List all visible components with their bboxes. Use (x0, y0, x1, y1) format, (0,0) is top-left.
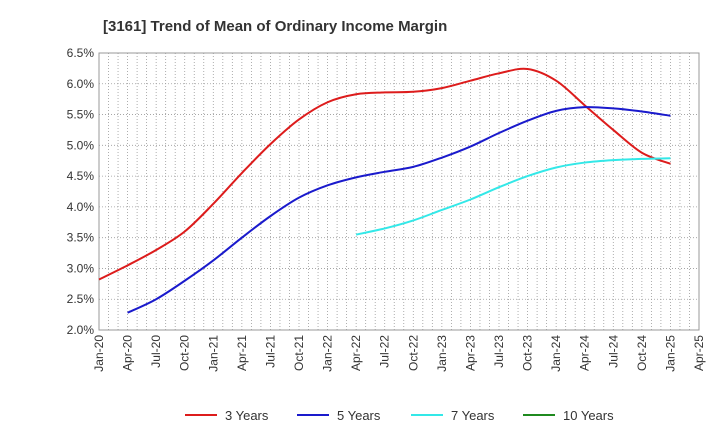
y-tick-label: 3.0% (67, 261, 95, 275)
x-tick-label: Oct-20 (178, 335, 192, 371)
grid (98, 52, 700, 331)
y-tick-label: 6.0% (67, 77, 95, 91)
legend-label: 5 Years (337, 408, 381, 423)
legend: 3 Years 5 Years 7 Years 10 Years (185, 408, 614, 423)
series-line-5-years (127, 106, 671, 314)
legend-label: 10 Years (563, 408, 614, 423)
chart-title: [3161] Trend of Mean of Ordinary Income … (103, 18, 447, 35)
x-tick-label: Jul-22 (378, 335, 392, 368)
x-tick-label: Jul-23 (492, 335, 506, 368)
y-tick-label: 5.5% (67, 108, 95, 122)
legend-label: 3 Years (225, 408, 269, 423)
y-tick-label: 2.0% (67, 323, 95, 337)
x-tick-label: Oct-23 (521, 335, 535, 371)
series-lines (98, 67, 671, 314)
x-tick-label: Jan-20 (92, 335, 106, 372)
x-tick-label: Oct-22 (406, 335, 420, 371)
x-tick-label: Jul-24 (606, 335, 620, 368)
y-tick-label: 2.5% (67, 292, 95, 306)
x-tick-label: Apr-22 (349, 335, 363, 371)
series-line-7-years (355, 157, 671, 236)
y-axis: 2.0% 2.5% 3.0% 3.5% 4.0% 4.5% 5.0% 5.5% 6.0% 6.5% (67, 46, 95, 337)
x-tick-label: Oct-24 (635, 335, 649, 371)
y-tick-label: 4.0% (67, 200, 95, 214)
x-tick-label: Jan-24 (549, 335, 563, 372)
x-tick-label: Apr-21 (235, 335, 249, 371)
x-tick-label: Jan-22 (321, 335, 335, 372)
x-tick-label: Apr-20 (121, 335, 135, 371)
x-tick-label: Jul-20 (149, 335, 163, 368)
y-tick-label: 4.5% (67, 169, 95, 183)
x-tick-label: Jan-21 (206, 335, 220, 372)
x-tick-label: Apr-23 (463, 335, 477, 371)
x-tick-label: Jan-25 (663, 335, 677, 372)
x-tick-label: Jul-21 (263, 335, 277, 368)
y-tick-label: 3.5% (67, 231, 95, 245)
x-tick-label: Jan-23 (435, 335, 449, 372)
plot-area (98, 52, 700, 331)
y-tick-label: 5.0% (67, 138, 95, 152)
x-tick-label: Apr-25 (692, 335, 706, 371)
x-tick-label: Oct-21 (292, 335, 306, 371)
legend-label: 7 Years (451, 408, 495, 423)
x-axis: Jan-20 Apr-20 Jul-20 Oct-20 Jan-21 Apr-21 Jul-… (92, 335, 706, 372)
series-line-3-years (98, 67, 671, 281)
y-tick-label: 6.5% (67, 46, 95, 60)
x-tick-label: Apr-24 (578, 335, 592, 371)
